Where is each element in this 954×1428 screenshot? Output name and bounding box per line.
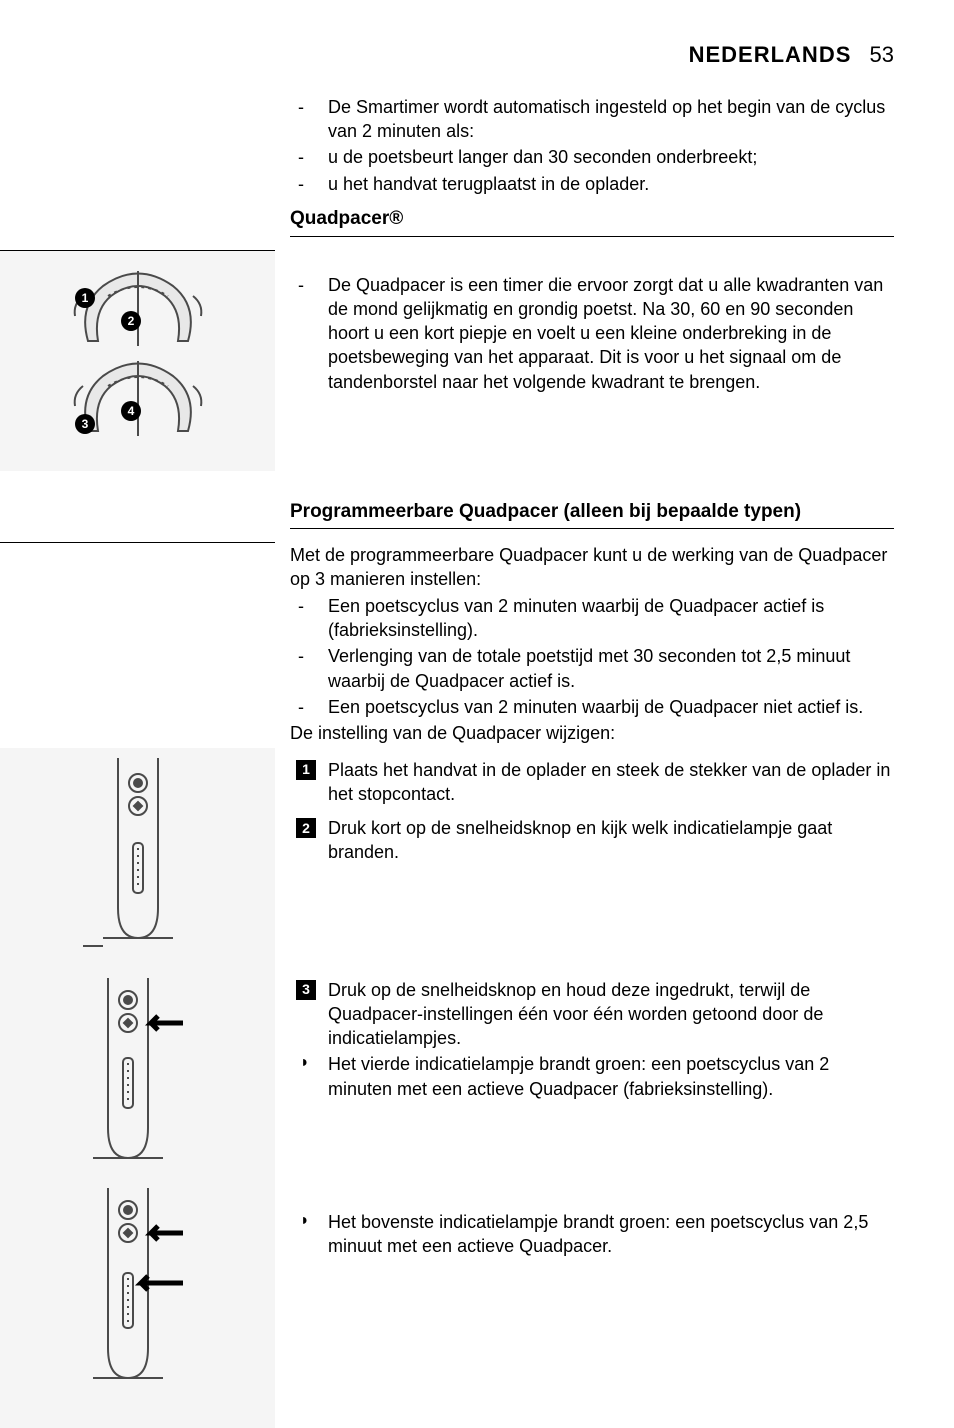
prog-change-label: De instelling van de Quadpacer wijzigen: bbox=[290, 721, 894, 745]
prog-intro: Met de programmeerbare Quadpacer kunt u … bbox=[290, 543, 894, 592]
prog-quadpacer-heading: Programmeerbare Quadpacer (alleen bij be… bbox=[290, 499, 894, 530]
smartimer-item: u het handvat terugplaatst in de oplader… bbox=[290, 172, 894, 196]
step-text: Druk kort op de snelheidsknop en kijk we… bbox=[328, 818, 832, 862]
prog-mode: Een poetscyclus van 2 minuten waarbij de… bbox=[290, 594, 894, 643]
quadpacer-heading: Quadpacer® bbox=[290, 206, 894, 237]
page-header: NEDERLANDS 53 bbox=[0, 40, 954, 95]
step-1: 1 Plaats het handvat in de oplader en st… bbox=[290, 758, 894, 807]
toothbrush-illustration-3 bbox=[0, 1178, 275, 1428]
prog-mode: Een poetscyclus van 2 minuten waarbij de… bbox=[290, 695, 894, 719]
svg-text:2: 2 bbox=[127, 314, 134, 328]
illus-placeholder bbox=[0, 95, 275, 198]
svg-text:3: 3 bbox=[81, 417, 88, 431]
header-language: NEDERLANDS bbox=[689, 42, 852, 67]
toothbrush-handle-double-arrow-icon bbox=[63, 1188, 213, 1388]
quadpacer-illustration: 1 2 3 4 bbox=[0, 251, 275, 471]
illus-placeholder bbox=[0, 543, 275, 747]
heading-rule-left bbox=[0, 491, 275, 544]
teeth-quadrant-icon: 1 2 3 4 bbox=[53, 266, 223, 456]
smartimer-item: De Smartimer wordt automatisch ingesteld… bbox=[290, 95, 894, 144]
step-text: Druk op de snelheidsknop en houd deze in… bbox=[328, 980, 823, 1049]
smartimer-item: u de poetsbeurt langer dan 30 seconden o… bbox=[290, 145, 894, 169]
step-3: 3 Druk op de snelheidsknop en houd deze … bbox=[290, 978, 894, 1051]
toothbrush-handle-icon bbox=[73, 758, 203, 958]
toothbrush-illustration-2 bbox=[0, 968, 275, 1178]
step-2: 2 Druk kort op de snelheidsknop en kijk … bbox=[290, 816, 894, 865]
quadpacer-desc-list: De Quadpacer is een timer die ervoor zor… bbox=[290, 273, 894, 394]
header-page-number: 53 bbox=[870, 42, 894, 67]
toothbrush-illustration-1 bbox=[0, 748, 275, 968]
step-number-badge: 2 bbox=[296, 818, 316, 838]
step-3-sub-1: Het vierde indicatielampje brandt groen:… bbox=[290, 1052, 894, 1101]
step-3-sub-2: Het bovenste indicatielampje brandt groe… bbox=[290, 1210, 894, 1259]
smartimer-list: De Smartimer wordt automatisch ingesteld… bbox=[290, 95, 894, 196]
quadpacer-desc: De Quadpacer is een timer die ervoor zor… bbox=[290, 273, 894, 394]
prog-modes-list: Een poetscyclus van 2 minuten waarbij de… bbox=[290, 594, 894, 719]
prog-mode: Verlenging van de totale poetstijd met 3… bbox=[290, 644, 894, 693]
toothbrush-handle-arrow-icon bbox=[63, 978, 213, 1168]
svg-text:4: 4 bbox=[127, 404, 134, 418]
step-text: Plaats het handvat in de oplader en stee… bbox=[328, 760, 890, 804]
step-number-badge: 3 bbox=[296, 980, 316, 1000]
step-number-badge: 1 bbox=[296, 760, 316, 780]
svg-text:1: 1 bbox=[81, 291, 88, 305]
heading-rule-left bbox=[0, 198, 275, 251]
